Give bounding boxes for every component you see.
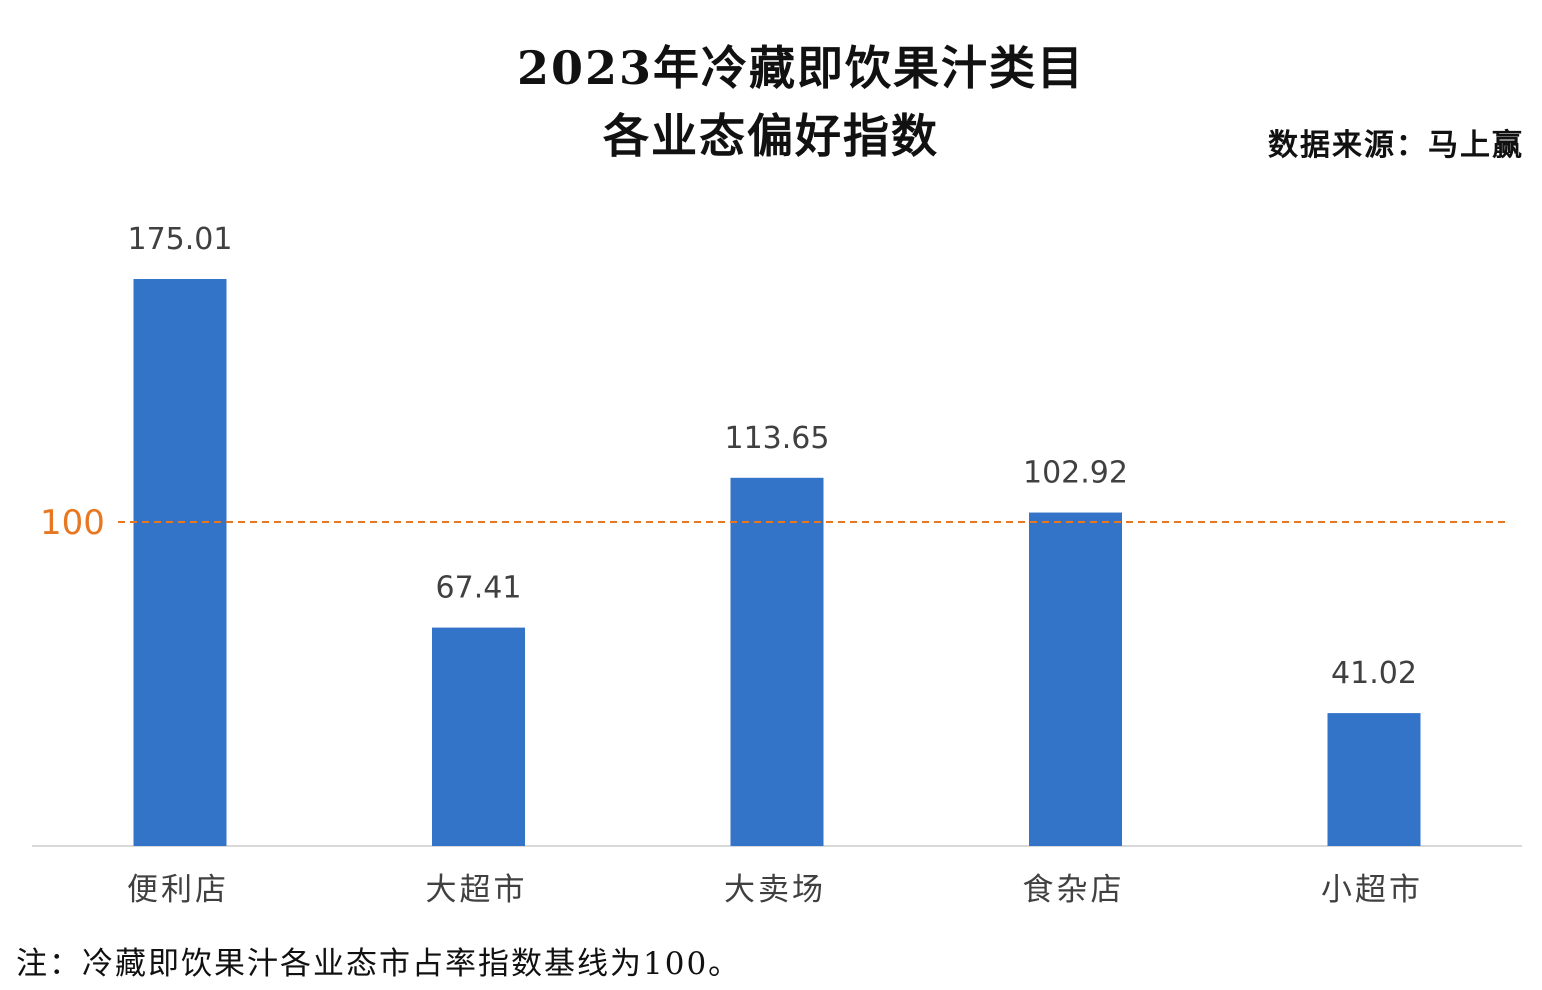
bars-group: 175.01 便利店 67.41 大超市 113.65 大卖场 102.92 食杂店 41.02… bbox=[127, 222, 1423, 908]
bar-2 bbox=[730, 477, 824, 846]
bar-1 bbox=[432, 627, 525, 846]
category-label-4: 小超市 bbox=[1321, 872, 1423, 908]
bar-4 bbox=[1327, 713, 1421, 846]
reference-line-label: 100 bbox=[40, 503, 105, 543]
bar-value-label-2: 113.65 bbox=[725, 421, 830, 456]
chart-title-line-1: 2023年冷藏即饮果汁类目 bbox=[516, 41, 1086, 95]
bar-3 bbox=[1029, 512, 1122, 846]
category-label-3: 食杂店 bbox=[1023, 872, 1125, 908]
bar-value-label-1: 67.41 bbox=[436, 571, 522, 606]
bar-0 bbox=[133, 279, 227, 846]
category-label-1: 大超市 bbox=[426, 872, 528, 908]
bar-value-label-0: 175.01 bbox=[128, 222, 233, 257]
category-label-2: 大卖场 bbox=[724, 872, 826, 908]
bar-value-label-3: 102.92 bbox=[1023, 456, 1128, 491]
chart-note: 注：冷藏即饮果汁各业态市占率指数基线为100。 bbox=[16, 946, 742, 982]
data-source: 数据来源：马上赢 bbox=[1268, 128, 1524, 163]
bar-value-label-4: 41.02 bbox=[1331, 656, 1417, 691]
category-label-0: 便利店 bbox=[127, 872, 229, 908]
chart-title-line-2: 各业态偏好指数 bbox=[603, 109, 939, 163]
reference-line-group: 100 bbox=[40, 503, 1505, 543]
